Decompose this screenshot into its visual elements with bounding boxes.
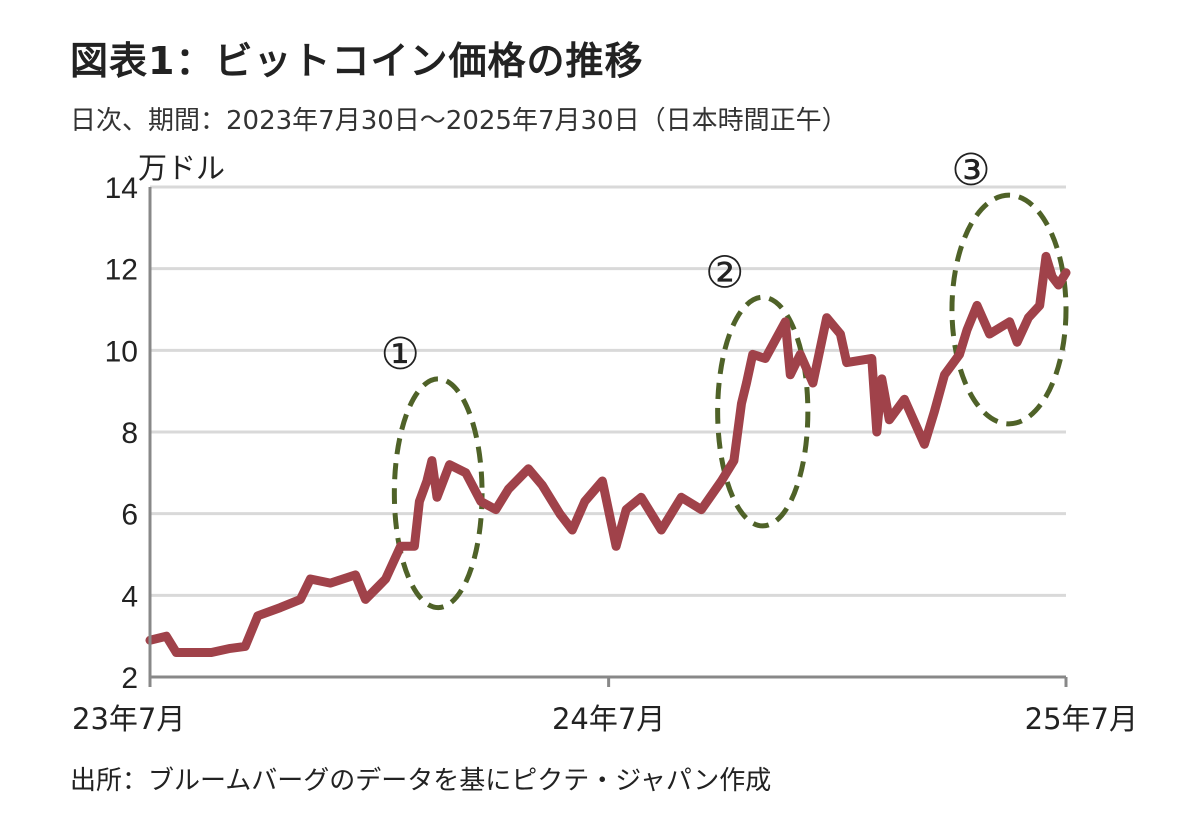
annotation-label: ① bbox=[380, 329, 419, 380]
data-point bbox=[1064, 270, 1068, 275]
data-point bbox=[679, 495, 684, 500]
data-point bbox=[750, 352, 755, 357]
data-point bbox=[478, 499, 483, 504]
annotation-ellipse bbox=[949, 192, 1069, 427]
data-point bbox=[255, 613, 260, 618]
data-point bbox=[932, 409, 937, 414]
data-point bbox=[328, 581, 333, 586]
chart-subtitle: 日次、期間：2023年7月30日～2025年7月30日（日本時間正午） bbox=[70, 106, 848, 136]
data-point bbox=[434, 495, 439, 500]
annotation-label: ③ bbox=[951, 145, 990, 196]
data-point bbox=[869, 356, 874, 361]
data-point bbox=[424, 479, 429, 483]
data-point bbox=[600, 479, 605, 483]
data-point bbox=[1007, 319, 1012, 324]
data-point bbox=[383, 577, 388, 581]
data-point bbox=[463, 470, 468, 475]
data-point bbox=[659, 528, 664, 532]
source-note: 出所：ブルームバーグのデータを基にピクテ・ジャパン作成 bbox=[70, 766, 772, 796]
data-point bbox=[957, 352, 962, 357]
data-point bbox=[788, 372, 793, 377]
data-point bbox=[731, 458, 736, 463]
annotation-ellipse bbox=[391, 376, 485, 611]
data-point bbox=[987, 332, 992, 336]
data-point bbox=[1015, 340, 1020, 345]
data-point bbox=[1037, 303, 1042, 308]
y-tick-label: 2 bbox=[121, 662, 138, 695]
data-point bbox=[639, 495, 644, 500]
data-point bbox=[744, 381, 749, 385]
y-tick-label: 14 bbox=[105, 172, 138, 205]
data-point bbox=[398, 544, 403, 549]
data-point bbox=[879, 376, 884, 381]
data-point bbox=[699, 507, 704, 512]
data-point bbox=[228, 646, 233, 651]
data-point bbox=[844, 360, 849, 365]
data-point bbox=[763, 356, 768, 361]
data-point bbox=[824, 315, 829, 320]
x-tick-label: 24年7月 bbox=[552, 702, 665, 736]
data-point bbox=[783, 319, 788, 324]
data-point bbox=[526, 466, 531, 471]
data-point bbox=[570, 528, 575, 532]
data-point bbox=[810, 381, 815, 385]
data-point bbox=[1043, 254, 1048, 259]
x-tick-label: 25年7月 bbox=[1025, 702, 1138, 736]
chart-title: 図表1：ビットコイン価格の推移 bbox=[70, 39, 644, 83]
annotation-label: ② bbox=[705, 247, 744, 298]
data-point bbox=[164, 634, 169, 639]
y-tick-label: 4 bbox=[121, 580, 138, 613]
data-point bbox=[557, 511, 562, 516]
data-point bbox=[417, 499, 422, 504]
data-point bbox=[353, 572, 358, 577]
y-axis-unit-label: 万ドル bbox=[138, 151, 225, 185]
price-line bbox=[145, 251, 1071, 657]
data-point bbox=[174, 650, 179, 655]
x-tick-label: 23年7月 bbox=[72, 702, 185, 736]
data-point bbox=[975, 303, 980, 308]
data-point bbox=[838, 332, 843, 336]
data-point bbox=[493, 507, 498, 512]
data-point bbox=[942, 372, 947, 377]
data-point bbox=[582, 499, 587, 504]
y-tick-label: 8 bbox=[121, 417, 138, 450]
y-tick-label: 6 bbox=[121, 499, 138, 532]
data-point bbox=[1056, 283, 1061, 287]
data-point bbox=[429, 458, 434, 463]
data-point bbox=[902, 397, 907, 402]
data-point bbox=[1050, 274, 1055, 279]
data-point bbox=[298, 597, 303, 602]
data-point bbox=[874, 430, 879, 434]
data-point bbox=[922, 442, 927, 447]
data-point bbox=[798, 352, 803, 357]
data-point bbox=[739, 401, 744, 406]
data-point bbox=[887, 417, 892, 422]
data-point bbox=[1026, 315, 1031, 320]
data-point bbox=[540, 483, 545, 488]
data-point bbox=[624, 507, 629, 512]
data-point bbox=[209, 650, 214, 655]
y-tick-label: 10 bbox=[105, 335, 138, 368]
data-point bbox=[243, 644, 248, 649]
data-point bbox=[308, 577, 313, 581]
data-point bbox=[506, 487, 511, 492]
data-point bbox=[447, 462, 452, 467]
data-point bbox=[278, 605, 283, 610]
data-point bbox=[965, 327, 970, 332]
y-tick-label: 12 bbox=[105, 254, 138, 287]
data-point bbox=[719, 479, 724, 483]
data-point bbox=[614, 544, 619, 549]
annotation-ellipse bbox=[715, 294, 811, 529]
data-point bbox=[363, 597, 368, 602]
data-point bbox=[412, 544, 417, 549]
